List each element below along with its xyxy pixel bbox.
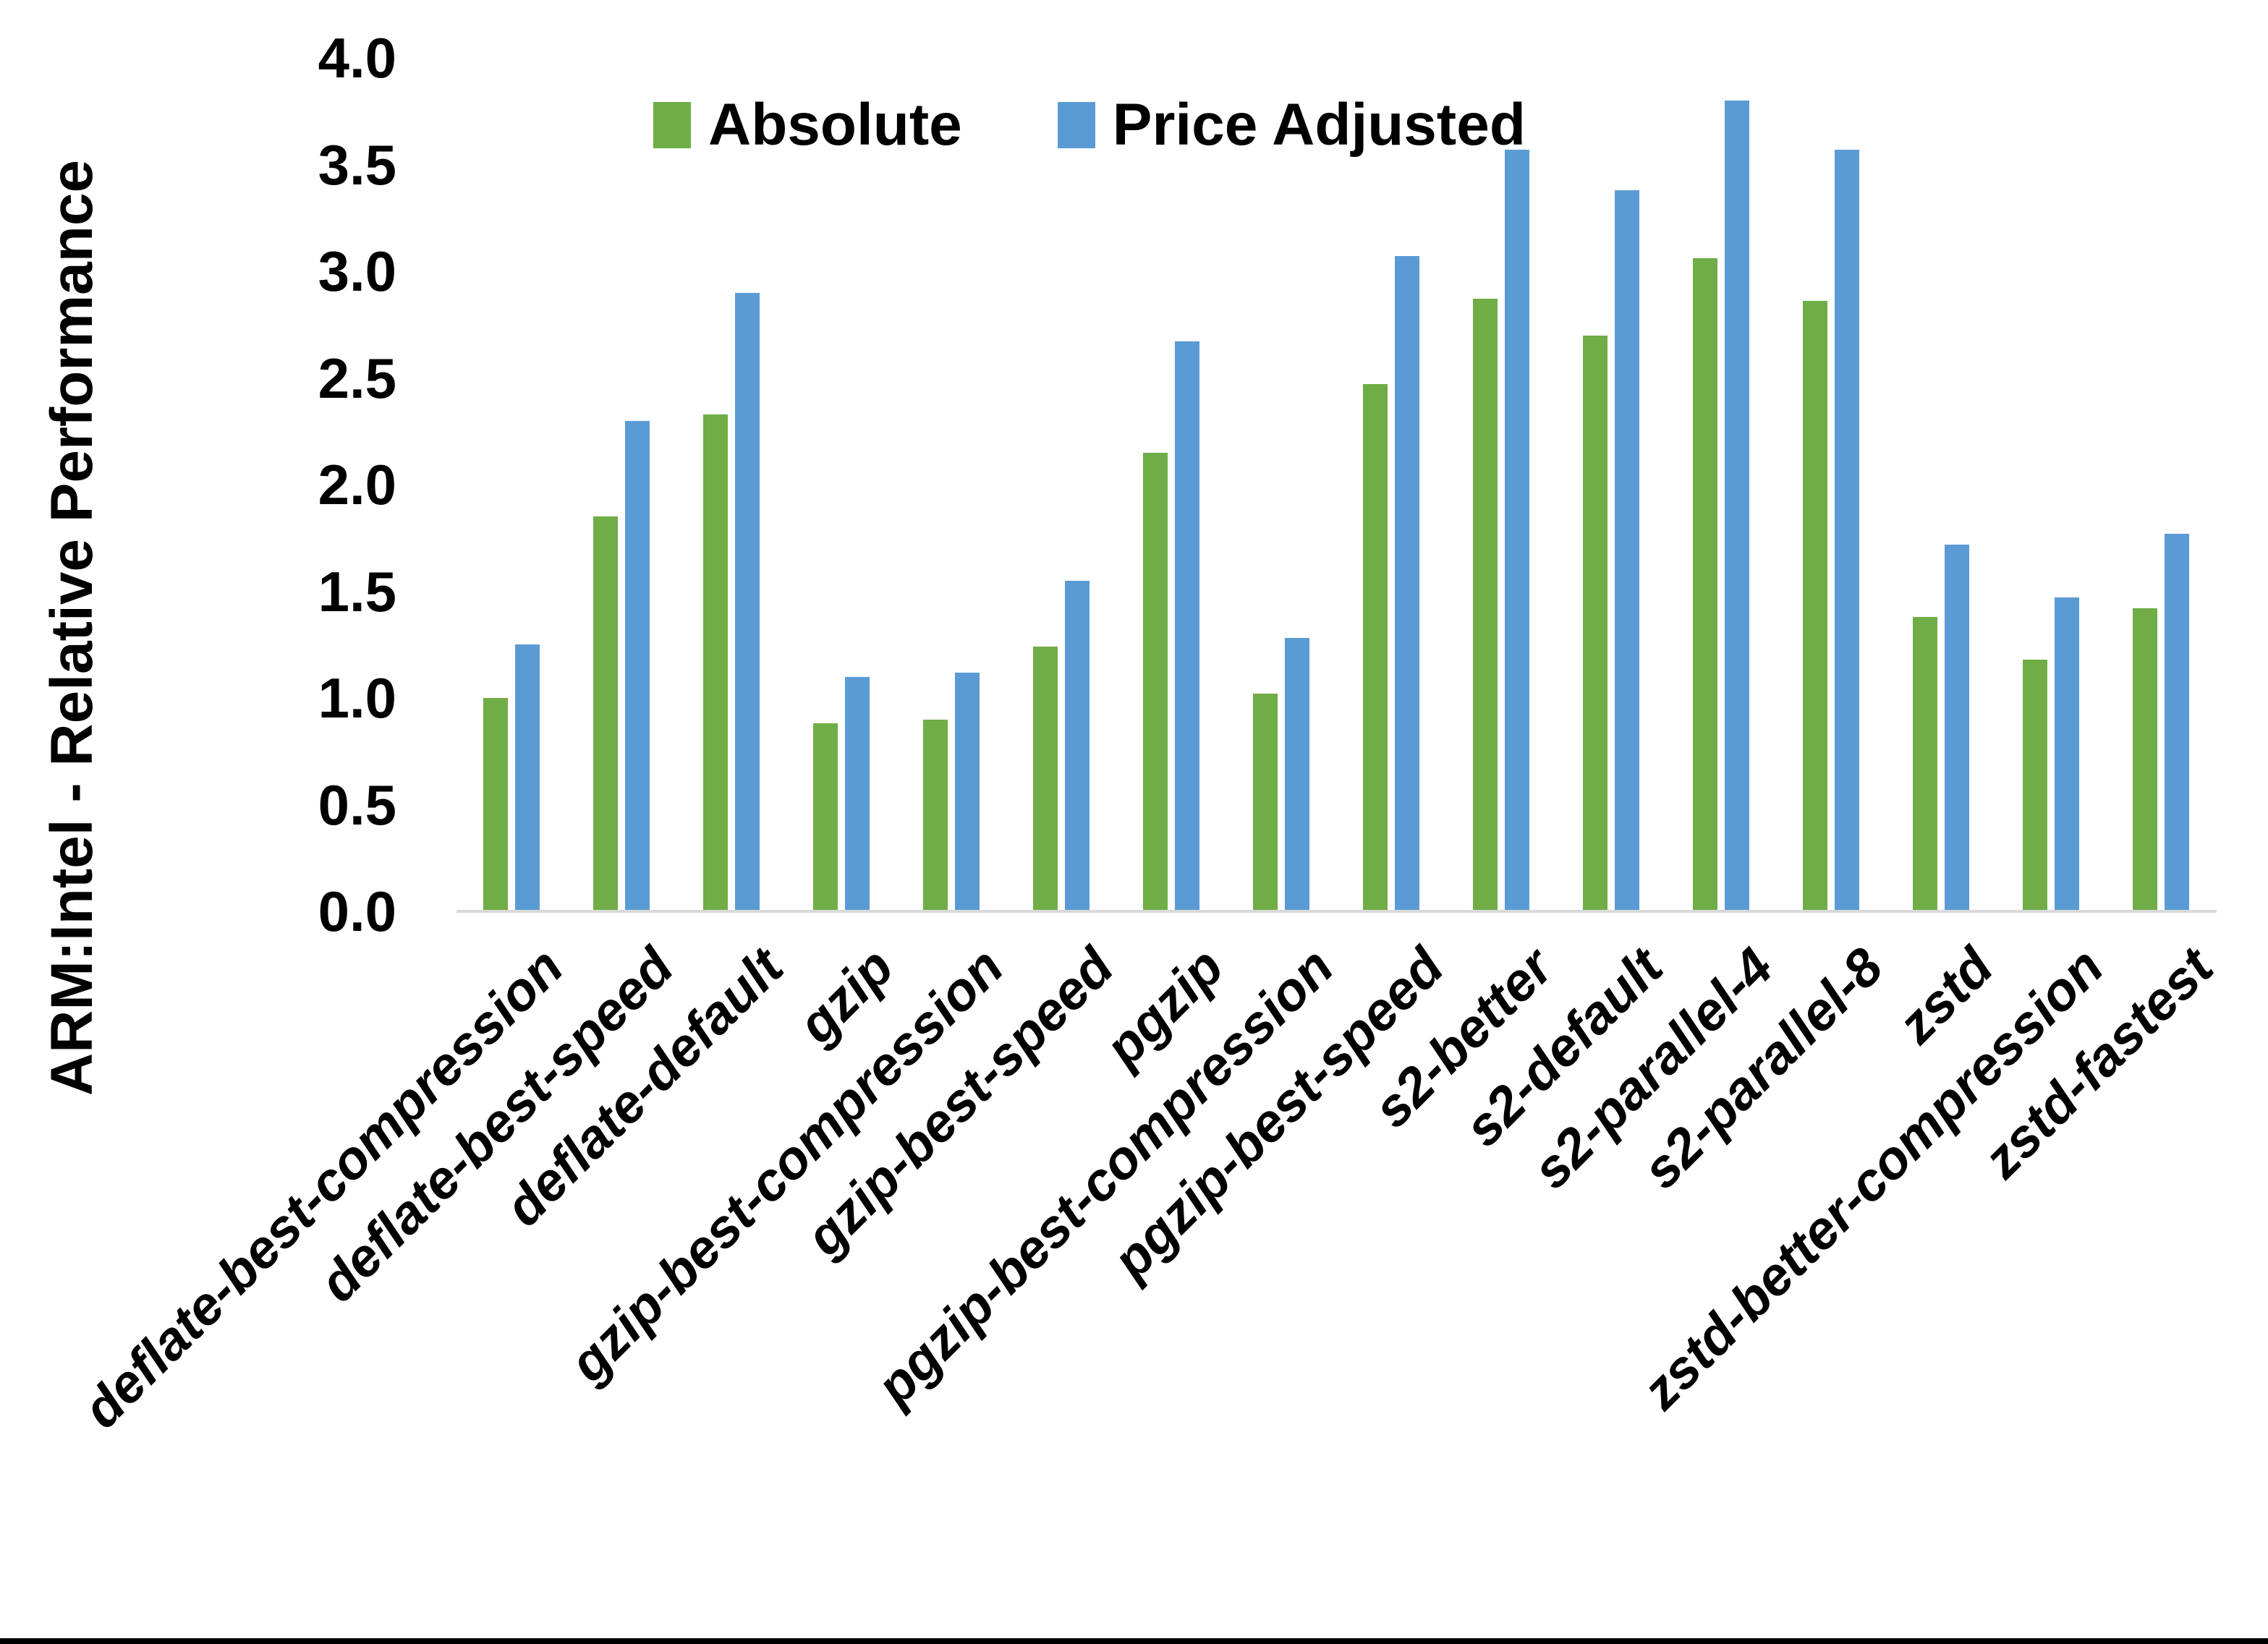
y-tick-label-3.0: 3.0 bbox=[318, 239, 396, 303]
bottom-border-line bbox=[0, 1638, 2268, 1644]
bar-absolute-deflate-best-speed bbox=[593, 516, 618, 911]
bar-price-adjusted-pgzip-best-speed bbox=[1395, 256, 1419, 911]
legend-label-price-adjusted: Price Adjusted bbox=[1112, 92, 1526, 158]
bar-price-adjusted-deflate-best-speed bbox=[625, 420, 650, 911]
bar-price-adjusted-zstd bbox=[1945, 544, 1969, 911]
category-gzip-best-compression bbox=[896, 58, 1006, 911]
legend-item-absolute: Absolute bbox=[653, 95, 962, 155]
bar-absolute-pgzip bbox=[1143, 452, 1168, 911]
y-tick-label-1.5: 1.5 bbox=[318, 559, 396, 623]
category-gzip-best-speed bbox=[1006, 58, 1116, 911]
y-tick-label-1.0: 1.0 bbox=[318, 666, 396, 730]
y-tick-label-2.5: 2.5 bbox=[318, 346, 396, 410]
y-tick-label-0.5: 0.5 bbox=[318, 772, 396, 837]
bar-absolute-zstd bbox=[1913, 616, 1937, 911]
y-axis-title: ARM:Intel - Relative Performance bbox=[39, 159, 105, 1096]
y-tick-label-3.5: 3.5 bbox=[318, 132, 396, 197]
bar-price-adjusted-pgzip-best-compression bbox=[1285, 638, 1309, 911]
bar-price-adjusted-gzip-best-compression bbox=[955, 672, 980, 911]
x-axis-line bbox=[456, 910, 2217, 913]
bar-absolute-s2-parallel-8 bbox=[1803, 301, 1827, 911]
bar-absolute-gzip bbox=[813, 723, 838, 911]
category-s2-default bbox=[1556, 58, 1666, 911]
category-pgzip-best-compression bbox=[1226, 58, 1336, 911]
bar-absolute-deflate-default bbox=[703, 414, 728, 911]
legend-item-price-adjusted: Price Adjusted bbox=[1057, 92, 1526, 158]
category-deflate-best-speed bbox=[566, 58, 676, 911]
category-deflate-best-compression bbox=[456, 58, 566, 911]
category-zstd-better-compression bbox=[1996, 58, 2106, 911]
y-tick-label-2.0: 2.0 bbox=[318, 453, 396, 516]
bar-price-adjusted-pgzip bbox=[1175, 341, 1199, 911]
bar-price-adjusted-s2-parallel-8 bbox=[1835, 149, 1859, 911]
legend-swatch-absolute bbox=[653, 102, 691, 148]
bar-price-adjusted-deflate-default bbox=[735, 292, 760, 911]
bar-absolute-s2-parallel-4 bbox=[1693, 258, 1717, 911]
bar-price-adjusted-s2-default bbox=[1615, 189, 1639, 911]
bar-absolute-pgzip-best-compression bbox=[1253, 694, 1278, 911]
bar-absolute-gzip-best-compression bbox=[923, 719, 948, 911]
bar-absolute-deflate-best-compression bbox=[483, 698, 508, 911]
bar-price-adjusted-s2-parallel-4 bbox=[1725, 101, 1749, 911]
bar-price-adjusted-gzip-best-speed bbox=[1065, 580, 1090, 911]
bar-absolute-zstd-better-compression bbox=[2023, 659, 2047, 911]
bar-price-adjusted-s2-better bbox=[1505, 149, 1529, 911]
bar-price-adjusted-zstd-fastest bbox=[2165, 533, 2189, 911]
bar-absolute-pgzip-best-speed bbox=[1363, 384, 1388, 911]
bar-absolute-s2-better bbox=[1473, 299, 1498, 911]
category-deflate-default bbox=[676, 58, 786, 911]
y-tick-label-0.0: 0.0 bbox=[318, 880, 396, 943]
category-s2-better bbox=[1446, 58, 1556, 911]
legend-label-absolute: Absolute bbox=[708, 92, 962, 158]
bar-price-adjusted-gzip bbox=[845, 676, 870, 911]
bar-absolute-s2-default bbox=[1583, 335, 1607, 911]
category-zstd bbox=[1886, 58, 1996, 911]
category-pgzip bbox=[1116, 58, 1226, 911]
category-s2-parallel-8 bbox=[1776, 58, 1886, 911]
legend: Absolute Price Adjusted bbox=[653, 95, 1526, 155]
category-pgzip-best-speed bbox=[1336, 58, 1446, 911]
bar-absolute-zstd-fastest bbox=[2133, 608, 2157, 911]
bar-price-adjusted-deflate-best-compression bbox=[515, 644, 540, 911]
category-s2-parallel-4 bbox=[1666, 58, 1776, 911]
bar-price-adjusted-zstd-better-compression bbox=[2055, 597, 2079, 911]
y-tick-label-4.0: 4.0 bbox=[318, 26, 396, 90]
plot-area bbox=[456, 58, 2216, 911]
legend-swatch-price-adjusted bbox=[1057, 102, 1095, 148]
category-gzip bbox=[786, 58, 896, 911]
category-zstd-fastest bbox=[2106, 58, 2216, 911]
bar-absolute-gzip-best-speed bbox=[1033, 647, 1058, 911]
